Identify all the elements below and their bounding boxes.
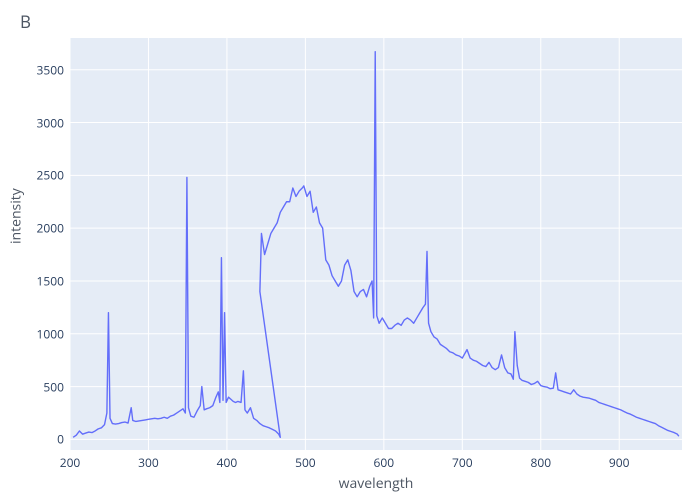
x-axis-label: wavelength xyxy=(339,474,414,493)
y-tick: 3500 xyxy=(37,61,64,78)
y-tick: 2500 xyxy=(37,167,64,184)
x-tick: 600 xyxy=(374,454,395,471)
plot-svg xyxy=(70,38,682,450)
y-tick: 1500 xyxy=(37,272,64,289)
y-tick: 500 xyxy=(43,378,64,395)
y-axis-label: intensity xyxy=(7,188,26,244)
x-tick: 200 xyxy=(60,454,81,471)
y-tick: 2000 xyxy=(37,220,64,237)
x-tick: 800 xyxy=(530,454,551,471)
spectrum-line xyxy=(73,52,679,438)
chart-container: B 200 300 400 500 600 700 800 900 0 500 1000 1500 2… xyxy=(0,0,700,500)
x-tick: 400 xyxy=(217,454,238,471)
x-tick: 300 xyxy=(138,454,159,471)
y-tick: 3000 xyxy=(37,114,64,131)
x-tick: 500 xyxy=(295,454,316,471)
y-tick: 1000 xyxy=(37,325,64,342)
x-tick: 900 xyxy=(609,454,630,471)
y-tick: 0 xyxy=(57,431,64,448)
x-tick: 700 xyxy=(452,454,473,471)
plot-area xyxy=(70,38,682,450)
chart-title: B xyxy=(20,10,31,33)
